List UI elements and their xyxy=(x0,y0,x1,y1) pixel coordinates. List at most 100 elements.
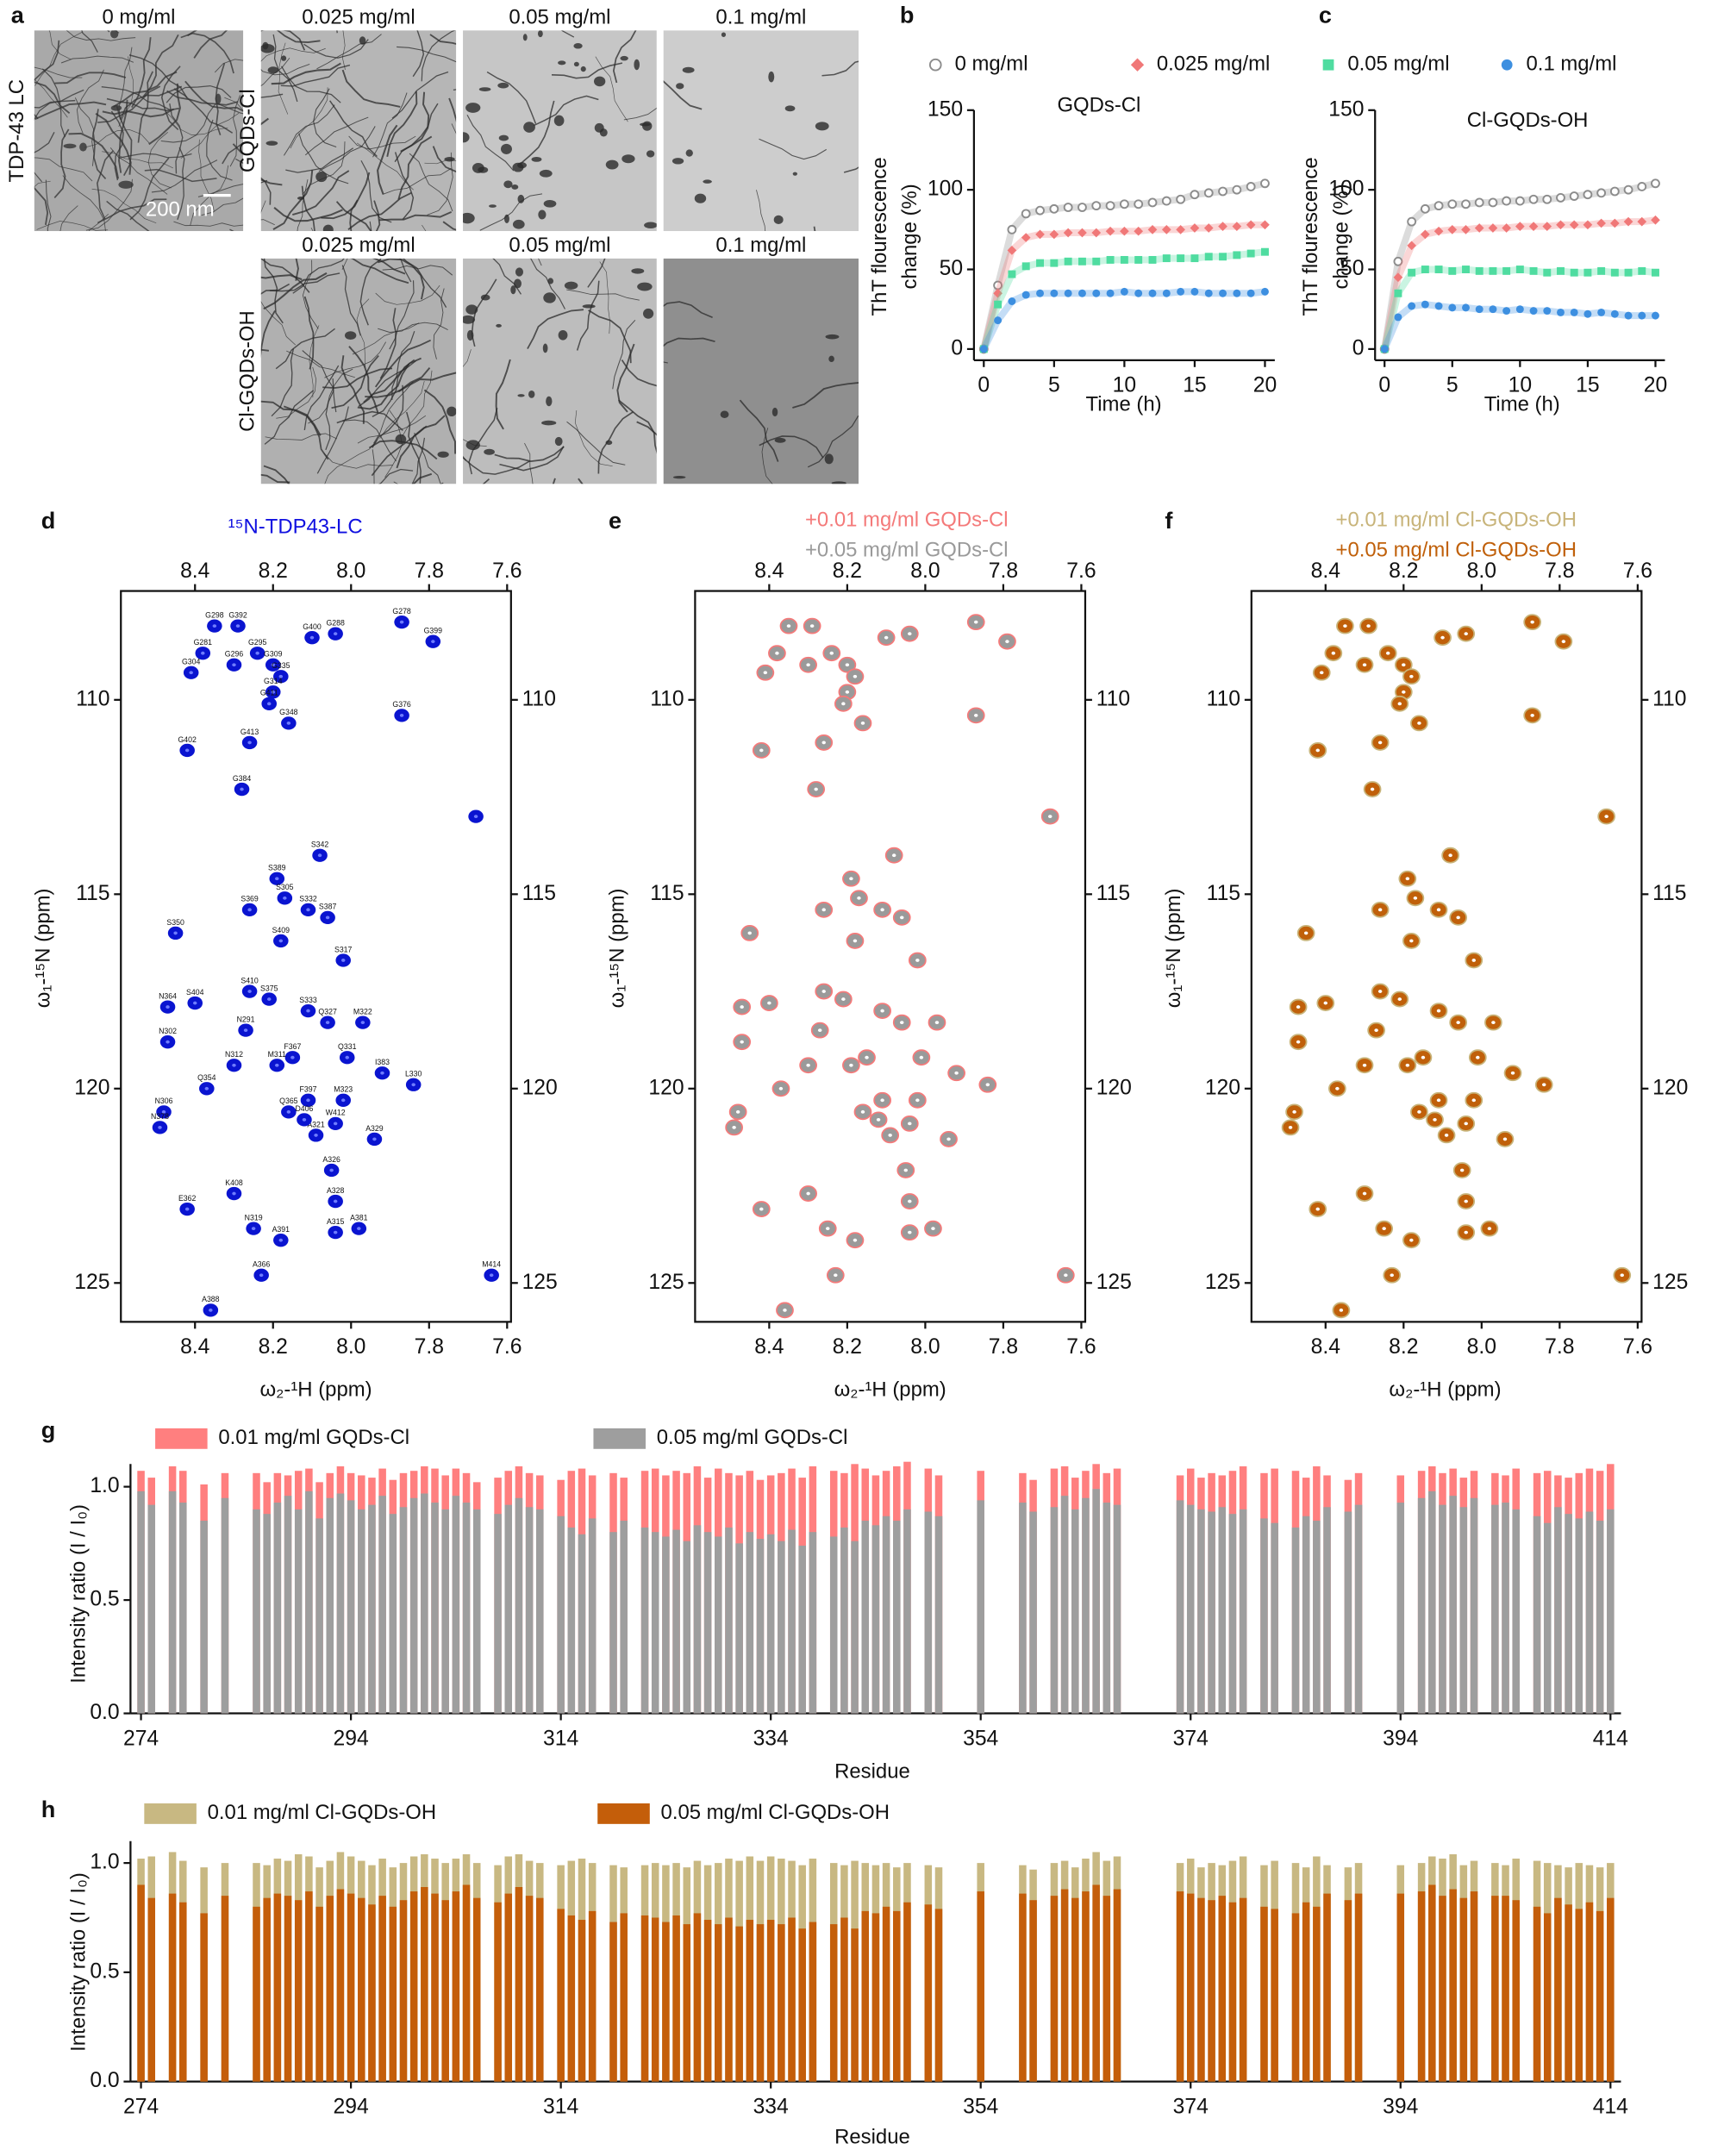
peak xyxy=(1363,781,1382,797)
fibril xyxy=(374,339,431,388)
fibril xyxy=(34,89,84,121)
bar xyxy=(200,1521,208,1714)
peak-core xyxy=(853,939,858,943)
bar xyxy=(263,1897,271,2082)
peak-core xyxy=(1397,997,1402,1001)
fibril xyxy=(91,188,157,223)
fibril xyxy=(322,367,393,389)
bar xyxy=(284,1496,292,1714)
x-tick-label-top: 8.2 xyxy=(259,559,288,583)
marker xyxy=(1219,289,1227,297)
marker xyxy=(1515,266,1524,273)
peak-core xyxy=(1444,1133,1449,1137)
fibril xyxy=(34,101,107,121)
peak-core xyxy=(919,1055,924,1059)
peak xyxy=(928,1014,946,1031)
fibril xyxy=(260,283,290,295)
fibril xyxy=(412,472,433,484)
peak-core xyxy=(243,1028,248,1033)
peak-core xyxy=(489,1273,494,1278)
peak-label: A321 xyxy=(307,1120,325,1128)
fibril xyxy=(341,69,401,108)
peak-core xyxy=(849,1063,853,1067)
marker xyxy=(1063,203,1073,212)
marker xyxy=(1489,305,1497,314)
bar xyxy=(515,1887,523,2082)
aggregate xyxy=(771,407,778,417)
marker xyxy=(1651,215,1660,225)
x-tick-label-top: 7.8 xyxy=(989,559,1018,583)
aggregate xyxy=(466,329,474,341)
peak xyxy=(834,991,853,1008)
bar xyxy=(431,1503,439,1714)
fibril xyxy=(280,64,351,87)
fibril xyxy=(411,437,426,484)
fibril xyxy=(378,322,448,333)
aggregate xyxy=(297,197,304,200)
peak-core xyxy=(1464,632,1468,636)
fibril xyxy=(92,109,107,180)
fibril xyxy=(68,132,120,179)
peak-core xyxy=(259,1273,264,1278)
marker xyxy=(1021,209,1031,219)
bar xyxy=(452,1496,460,1714)
peak-core xyxy=(173,931,178,935)
peak-core xyxy=(1510,1071,1515,1075)
bar xyxy=(662,1922,670,2082)
fibril xyxy=(352,322,420,355)
aggregate xyxy=(281,55,287,61)
marker xyxy=(1651,178,1660,189)
marker xyxy=(1092,289,1101,297)
fibril xyxy=(216,103,244,115)
peak-core xyxy=(251,1227,256,1231)
peak-core xyxy=(876,1117,881,1122)
peak-label: A366 xyxy=(253,1260,271,1269)
peak-core xyxy=(431,640,435,644)
peak xyxy=(1296,925,1315,941)
marker xyxy=(1623,216,1633,227)
x-tick-label-top: 8.0 xyxy=(910,559,940,583)
peak-core xyxy=(1374,1028,1378,1033)
bar xyxy=(1459,1897,1468,2082)
bar xyxy=(326,1497,334,1714)
bar xyxy=(567,1915,576,2082)
marker xyxy=(1120,287,1128,296)
marker xyxy=(1134,199,1144,209)
aggregate xyxy=(637,282,653,291)
peak-label: I383 xyxy=(375,1058,390,1066)
fibril xyxy=(391,71,449,119)
bar xyxy=(315,1906,323,2082)
x-tick-label: 294 xyxy=(334,2095,369,2118)
bar xyxy=(409,1497,418,1714)
peak-core xyxy=(908,1122,912,1126)
peak-core xyxy=(1320,671,1324,675)
aggregate xyxy=(547,278,554,284)
peak-core xyxy=(908,1230,912,1234)
marker xyxy=(1542,194,1552,204)
fibril xyxy=(271,62,341,85)
bar xyxy=(368,1504,376,1714)
peak xyxy=(740,925,759,941)
image-label: 0.05 mg/ml xyxy=(509,234,610,257)
panel-letter: f xyxy=(1165,507,1173,534)
peak xyxy=(756,664,775,681)
peak-label: Q365 xyxy=(279,1097,298,1105)
peak xyxy=(1613,1266,1632,1284)
marker xyxy=(1624,268,1633,277)
marker xyxy=(1502,307,1511,316)
peak-core xyxy=(286,1109,291,1114)
peak-core xyxy=(821,990,826,993)
marker xyxy=(1597,266,1606,275)
peak-core xyxy=(255,651,259,655)
fibril xyxy=(59,205,78,232)
bar xyxy=(651,1917,659,2082)
y-axis-label: ThT flourescence xyxy=(868,157,891,316)
marker xyxy=(1408,268,1416,277)
marker xyxy=(1021,291,1030,299)
marker xyxy=(1474,197,1484,208)
fibril xyxy=(60,55,134,64)
peak-label: A391 xyxy=(272,1225,290,1234)
bar xyxy=(703,1920,712,2082)
marker xyxy=(1502,196,1512,206)
fibril xyxy=(166,84,232,103)
